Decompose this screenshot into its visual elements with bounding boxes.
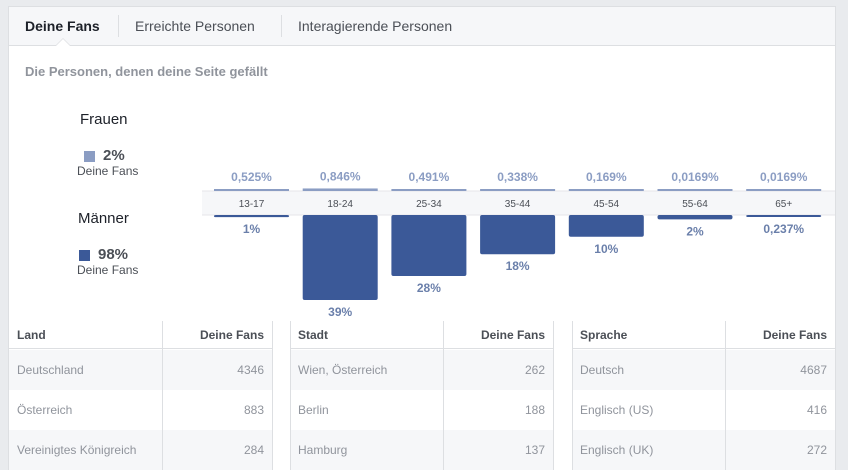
country-fans: 4346 [237, 363, 264, 377]
age-category-label: 65+ [775, 199, 792, 210]
age-band [202, 191, 835, 215]
age-category-label: 35-44 [505, 199, 531, 210]
age-category-label: 13-17 [239, 199, 265, 210]
city-name[interactable]: Wien, Österreich [298, 363, 388, 377]
city-fans: 262 [524, 363, 545, 377]
men-bar-label: 2% [686, 224, 704, 238]
men-fans-label: Deine Fans [77, 263, 139, 277]
table-row-shade [290, 350, 553, 390]
men-bar [391, 215, 467, 277]
audience-panel: Deine Fans Erreichte Personen Interagier… [8, 6, 836, 470]
women-bar-label: 0,525% [231, 170, 272, 184]
women-bar [391, 189, 467, 191]
country-col-header: Land [9, 321, 162, 349]
age-category-label: 45-54 [594, 199, 620, 210]
country-name[interactable]: Deutschland [17, 363, 84, 377]
women-bar-label: 0,169% [586, 170, 627, 184]
men-bar-label: 28% [417, 281, 441, 295]
country-name[interactable]: Vereinigtes Königreich [17, 443, 137, 457]
women-bar [568, 189, 644, 191]
column-divider [572, 321, 573, 470]
men-bar-label: 10% [594, 242, 618, 256]
column-divider [272, 321, 273, 470]
column-divider [725, 321, 726, 470]
language-name[interactable]: Englisch (US) [580, 403, 654, 417]
women-fans-label: Deine Fans [77, 164, 139, 178]
city-fans: 188 [524, 403, 545, 417]
women-bar-label: 0,491% [409, 170, 450, 184]
men-title: Männer [78, 210, 129, 227]
table-row-shade [9, 430, 272, 470]
language-fans: 416 [806, 403, 827, 417]
men-bar-label: 39% [328, 305, 352, 319]
men-bar [214, 215, 289, 218]
table-row-shade [9, 350, 272, 390]
women-bar [214, 189, 289, 191]
city-col-header: Stadt [290, 321, 443, 349]
language-name[interactable]: Englisch (UK) [580, 443, 654, 457]
women-swatch [84, 151, 95, 162]
city-fans: 137 [524, 443, 545, 457]
language-name[interactable]: Deutsch [580, 363, 625, 377]
tab-erreichte-personen[interactable]: Erreichte Personen [135, 18, 255, 34]
table-row-shade [290, 430, 553, 470]
men-percent: 98% [98, 246, 129, 263]
men-bar-label: 18% [506, 259, 530, 273]
men-bar-label: 0,237% [763, 222, 804, 236]
table-row-shade [572, 430, 835, 470]
women-bar-label: 0,846% [320, 169, 361, 183]
language-col-header: Sprache [572, 321, 725, 349]
women-bar-label: 0,0169% [760, 170, 808, 184]
age-gender-chart: 0,525% 13-17 1% 0,846% 18-24 39% 0,491% 25-34 28… [202, 169, 835, 319]
men-bar [568, 215, 644, 237]
section-subtitle: Die Personen, denen deine Seite gefällt [25, 64, 268, 79]
column-divider [290, 321, 291, 470]
men-swatch [79, 250, 90, 261]
women-percent: 2% [103, 147, 125, 164]
women-bar [657, 189, 733, 191]
language-fans: 272 [806, 443, 827, 457]
women-bar [746, 189, 822, 191]
country-fans: 284 [243, 443, 264, 457]
tab-separator [118, 15, 119, 37]
tab-bar: Deine Fans Erreichte Personen Interagier… [9, 7, 835, 46]
age-category-label: 55-64 [682, 199, 708, 210]
tab-deine-fans[interactable]: Deine Fans [25, 18, 100, 34]
women-bar [480, 189, 556, 191]
tab-interagierende-personen[interactable]: Interagierende Personen [298, 18, 453, 34]
city-name[interactable]: Berlin [298, 403, 329, 417]
men-bar [302, 215, 378, 301]
active-tab-indicator [56, 39, 70, 46]
column-divider [443, 321, 444, 470]
women-bar-label: 0,0169% [671, 170, 719, 184]
column-divider [553, 321, 554, 470]
column-divider [162, 321, 163, 470]
country-name[interactable]: Österreich [17, 403, 73, 417]
men-bar-label: 1% [243, 222, 261, 236]
women-bar [302, 188, 378, 191]
city-fans-header: Deine Fans [443, 321, 553, 349]
language-fans-header: Deine Fans [725, 321, 835, 349]
table-row-shade [572, 350, 835, 390]
language-fans: 4687 [800, 363, 827, 377]
women-title: Frauen [80, 111, 128, 128]
country-fans-header: Deine Fans [162, 321, 272, 349]
tab-separator [281, 15, 282, 37]
city-name[interactable]: Hamburg [298, 443, 348, 457]
men-bar [746, 215, 822, 217]
women-bar-label: 0,338% [497, 170, 538, 184]
men-bar [657, 215, 733, 220]
age-category-label: 18-24 [327, 199, 353, 210]
country-fans: 883 [243, 403, 264, 417]
age-category-label: 25-34 [416, 199, 442, 210]
men-bar [480, 215, 556, 255]
